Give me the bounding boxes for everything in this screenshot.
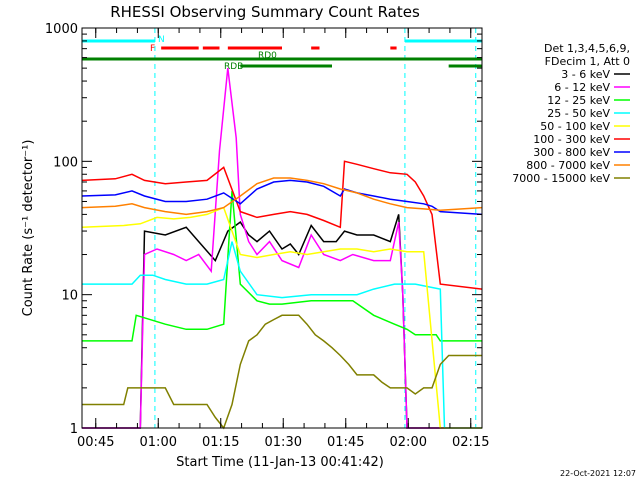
series-line-6	[81, 179, 483, 216]
footer-date: 22-Oct-2021 12:07	[560, 469, 636, 478]
legend-entry-4: 50 - 100 keV	[540, 120, 610, 133]
y-tick-label-1: 10	[61, 289, 78, 304]
state-bar-label-0: N	[158, 35, 165, 45]
x-tick-label-5: 02:00	[390, 435, 427, 450]
x-tick-label-0: 00:45	[77, 435, 114, 450]
x-axis: 00:45 01:00 01:15 01:30 01:45 02:00 02:15	[77, 28, 489, 450]
legend-entry-8: 7000 - 15000 keV	[512, 172, 610, 185]
series-line-7	[81, 177, 483, 216]
plot-area: NF RD0 RDB	[81, 28, 483, 430]
plot-frame	[81, 27, 483, 429]
y-axis: 1 10 100 1000	[45, 22, 482, 437]
legend-entry-6: 300 - 800 keV	[533, 146, 610, 159]
x-tick-label-6: 02:15	[452, 435, 489, 450]
state-bar-label-3: RDB	[224, 62, 243, 72]
legend-entry-5: 100 - 300 keV	[533, 133, 610, 146]
y-tick-label-3: 1000	[45, 22, 78, 37]
state-bar-label-2: RD0	[258, 51, 277, 61]
state-bar-label-1: F	[150, 44, 155, 54]
legend-entry-1: 6 - 12 keV	[554, 81, 610, 94]
x-tick-label-1: 01:00	[140, 435, 177, 450]
series-line-4	[81, 206, 482, 429]
legend-header-1: FDecim 1, Att 0	[545, 55, 630, 68]
x-tick-label-2: 01:15	[202, 435, 239, 450]
legend: Det 1,3,4,5,6,9,FDecim 1, Att 03 - 6 keV…	[512, 42, 630, 185]
legend-header-0: Det 1,3,4,5,6,9,	[544, 42, 630, 55]
legend-entry-7: 800 - 7000 keV	[526, 159, 610, 172]
legend-entry-2: 12 - 25 keV	[547, 94, 610, 107]
chart-title: RHESSI Observing Summary Count Rates	[110, 3, 420, 21]
x-axis-label: Start Time (11-Jan-13 00:41:42)	[176, 455, 384, 470]
series-line-1	[82, 68, 482, 429]
x-tick-label-3: 01:30	[265, 435, 302, 450]
series-line-3	[82, 241, 482, 429]
series-line-2	[82, 190, 482, 342]
legend-entry-0: 3 - 6 keV	[561, 68, 610, 81]
y-axis-label: Count Rate (s⁻¹ detector⁻¹)	[21, 140, 36, 317]
y-tick-label-2: 100	[53, 155, 78, 170]
x-tick-label-4: 01:45	[327, 435, 364, 450]
legend-entry-3: 25 - 50 keV	[547, 107, 610, 120]
series-line-5	[81, 160, 483, 290]
y-tick-label-0: 1	[70, 422, 78, 437]
series-line-8	[82, 314, 482, 430]
series-line-0	[82, 214, 482, 429]
